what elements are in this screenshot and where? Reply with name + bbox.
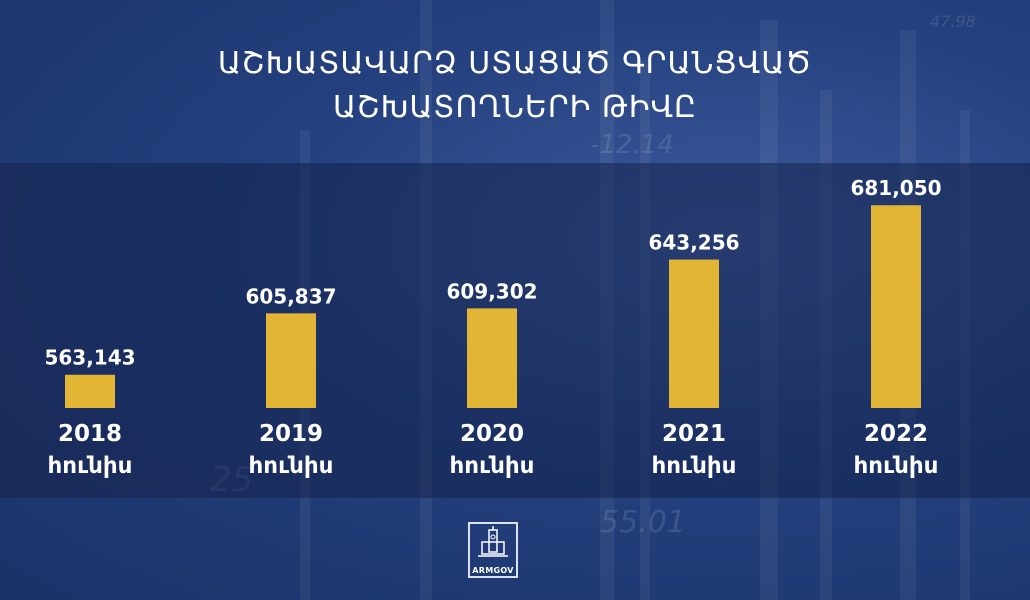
value-label-2021: 643,256 <box>648 231 739 255</box>
building-icon <box>478 526 508 557</box>
value-label-2020: 609,302 <box>446 279 537 303</box>
value-label-2022: 681,050 <box>850 176 941 200</box>
category-year-2022: 2022 <box>864 421 928 447</box>
category-year-2019: 2019 <box>259 421 323 447</box>
logo-text: ARMGOV <box>472 566 514 575</box>
title-line-2: ԱՇԽԱՏՈՂՆԵՐԻ ԹԻՎԸ <box>332 90 698 125</box>
bar-chart: 563,143 2018 հունիս 605,837 2019 հունիս 609,30… <box>44 176 941 479</box>
category-year-2021: 2021 <box>662 421 726 447</box>
bar-2019 <box>266 313 316 408</box>
category-month-2022: հունիս <box>854 453 939 479</box>
category-year-2018: 2018 <box>58 421 122 447</box>
title-line-1: ԱՇԽԱՏԱՎԱՐՁ ՍՏԱՑԱԾ ԳՐԱՆՑՎԱԾ <box>217 46 813 81</box>
bar-2022 <box>871 205 921 408</box>
bar-2018 <box>65 374 115 408</box>
chart-title: ԱՇԽԱՏԱՎԱՐՁ ՍՏԱՑԱԾ ԳՐԱՆՑՎԱԾ ԱՇԽԱՏՈՂՆԵՐԻ Թ… <box>0 42 1030 130</box>
category-month-2018: հունիս <box>48 453 133 479</box>
value-label-2019: 605,837 <box>245 284 336 308</box>
category-month-2019: հունիս <box>249 453 334 479</box>
bar-2020 <box>467 308 517 408</box>
category-month-2021: հունիս <box>652 453 737 479</box>
armgov-logo: ARMGOV <box>468 522 518 578</box>
category-month-2020: հունիս <box>450 453 535 479</box>
bar-2021 <box>669 259 719 408</box>
value-label-2018: 563,143 <box>44 346 135 370</box>
category-year-2020: 2020 <box>460 421 524 447</box>
